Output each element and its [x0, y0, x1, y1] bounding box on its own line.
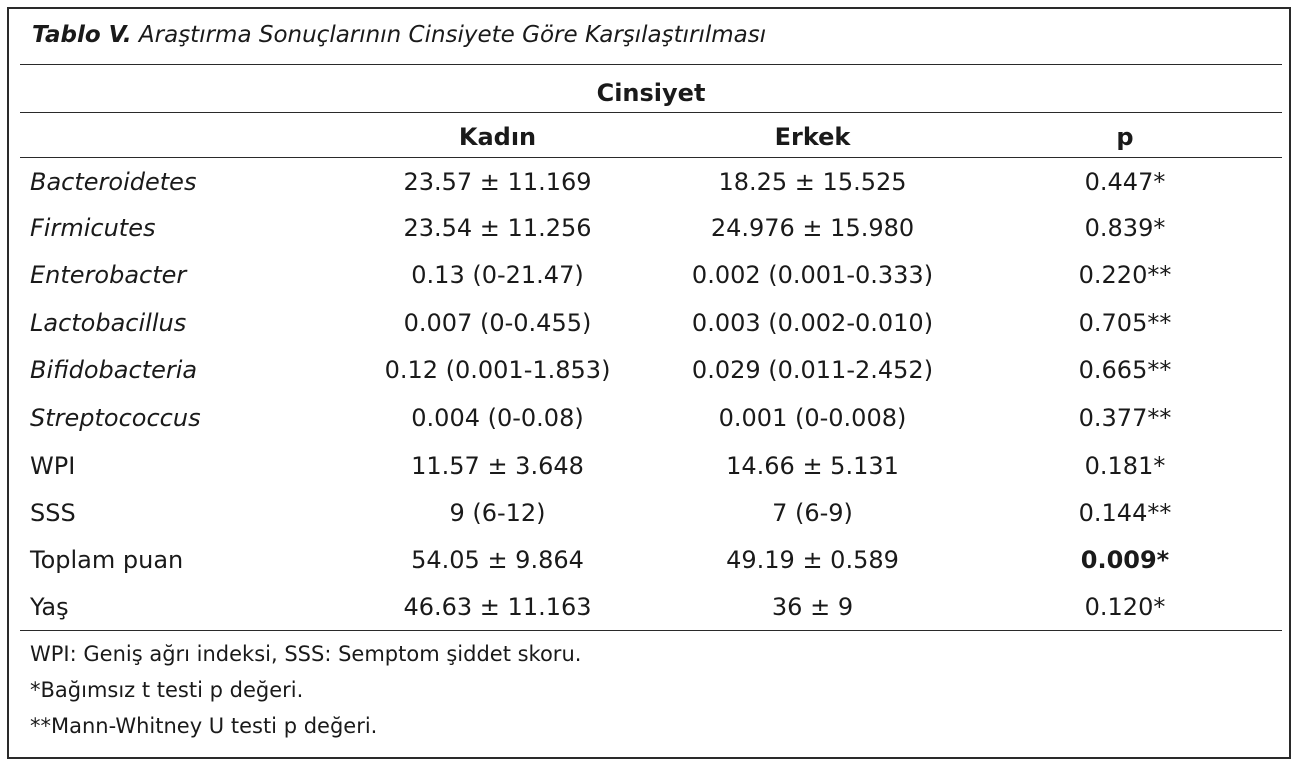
row-label: SSS — [30, 499, 76, 527]
cell-p: 0.181* — [1084, 452, 1166, 480]
footnote-t-test: *Bağımsız t testi p değeri. — [30, 678, 304, 702]
row-label: Toplam puan — [30, 546, 184, 574]
cell-female: 9 (6-12) — [449, 499, 546, 527]
cell-male: 7 (6-9) — [772, 499, 853, 527]
cell-female: 0.004 (0-0.08) — [411, 404, 584, 432]
column-header-p: p — [1116, 123, 1134, 151]
cell-female: 0.13 (0-21.47) — [411, 261, 584, 289]
cell-male: 18.25 ± 15.525 — [718, 168, 907, 196]
cell-female: 23.54 ± 11.256 — [403, 214, 592, 242]
cell-male: 36 ± 9 — [771, 593, 854, 621]
rule-header — [20, 157, 1282, 158]
footnote-mann-whitney: **Mann-Whitney U testi p değeri. — [30, 714, 378, 738]
cell-p: 0.839* — [1084, 214, 1166, 242]
row-label: Bacteroidetes — [30, 168, 197, 196]
table-caption: Tablo V. Araştırma Sonuçlarının Cinsiyet… — [32, 22, 766, 48]
cell-male: 49.19 ± 0.589 — [726, 546, 899, 574]
cell-p-significant: 0.009* — [1080, 546, 1170, 574]
cell-female: 0.007 (0-0.455) — [403, 309, 592, 337]
cell-female: 54.05 ± 9.864 — [411, 546, 584, 574]
column-header-male: Erkek — [774, 123, 851, 151]
cell-p: 0.447* — [1084, 168, 1166, 196]
table-caption-text: Araştırma Sonuçlarının Cinsiyete Göre Ka… — [131, 22, 767, 48]
row-label: Yaş — [30, 593, 69, 621]
cell-male: 0.029 (0.011-2.452) — [691, 356, 934, 384]
rule-group — [20, 112, 1282, 113]
row-label: Enterobacter — [30, 261, 187, 289]
table-caption-label: Tablo V. — [32, 22, 132, 48]
cell-p: 0.705** — [1078, 309, 1172, 337]
column-header-female: Kadın — [458, 123, 537, 151]
rule-top — [20, 64, 1282, 65]
cell-male: 0.003 (0.002-0.010) — [691, 309, 934, 337]
cell-female: 23.57 ± 11.169 — [403, 168, 592, 196]
rule-bottom — [20, 630, 1282, 631]
cell-p: 0.220** — [1078, 261, 1172, 289]
cell-female: 0.12 (0.001-1.853) — [384, 356, 611, 384]
cell-male: 0.002 (0.001-0.333) — [691, 261, 934, 289]
row-label: Bifidobacteria — [30, 356, 198, 384]
cell-female: 46.63 ± 11.163 — [403, 593, 592, 621]
cell-p: 0.144** — [1078, 499, 1172, 527]
cell-female: 11.57 ± 3.648 — [411, 452, 584, 480]
cell-male: 0.001 (0-0.008) — [718, 404, 907, 432]
row-label: Firmicutes — [30, 214, 156, 242]
cell-p: 0.120* — [1084, 593, 1166, 621]
row-label: Lactobacillus — [30, 309, 187, 337]
row-label: WPI — [30, 452, 76, 480]
cell-p: 0.665** — [1078, 356, 1172, 384]
cell-p: 0.377** — [1078, 404, 1172, 432]
footnote-abbreviations: WPI: Geniş ağrı indeksi, SSS: Semptom şi… — [30, 642, 582, 666]
cell-male: 24.976 ± 15.980 — [710, 214, 915, 242]
group-header-cinsiyet: Cinsiyet — [596, 79, 706, 107]
table-frame — [7, 7, 1291, 759]
row-label: Streptococcus — [30, 404, 201, 432]
cell-male: 14.66 ± 5.131 — [726, 452, 899, 480]
